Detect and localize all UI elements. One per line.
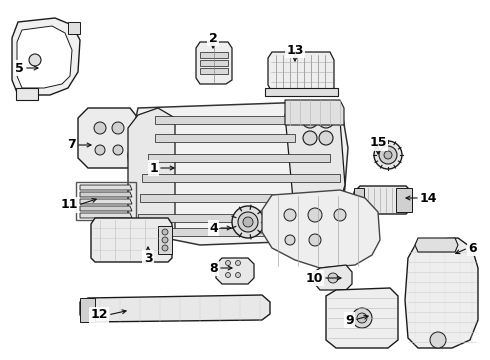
Polygon shape bbox=[80, 295, 270, 322]
Polygon shape bbox=[80, 199, 132, 204]
Circle shape bbox=[384, 151, 392, 159]
Text: 14: 14 bbox=[420, 192, 438, 204]
Polygon shape bbox=[285, 100, 344, 125]
Circle shape bbox=[302, 112, 318, 128]
Text: 1: 1 bbox=[149, 162, 158, 175]
Circle shape bbox=[162, 237, 168, 243]
Text: 6: 6 bbox=[468, 242, 477, 255]
Circle shape bbox=[232, 206, 264, 238]
Text: 9: 9 bbox=[345, 314, 354, 327]
Polygon shape bbox=[128, 102, 348, 245]
Polygon shape bbox=[200, 68, 228, 74]
Polygon shape bbox=[80, 206, 132, 211]
Circle shape bbox=[334, 209, 346, 221]
Circle shape bbox=[236, 261, 241, 266]
Circle shape bbox=[303, 131, 317, 145]
Polygon shape bbox=[140, 194, 342, 202]
Polygon shape bbox=[415, 238, 458, 252]
Text: 3: 3 bbox=[144, 252, 152, 265]
Text: 7: 7 bbox=[67, 139, 76, 152]
Text: 5: 5 bbox=[15, 62, 24, 75]
Polygon shape bbox=[16, 88, 38, 100]
Circle shape bbox=[238, 212, 258, 232]
Polygon shape bbox=[196, 42, 232, 84]
Polygon shape bbox=[200, 52, 228, 58]
Polygon shape bbox=[140, 228, 325, 236]
Circle shape bbox=[308, 208, 322, 222]
Polygon shape bbox=[148, 154, 330, 162]
Circle shape bbox=[113, 145, 123, 155]
Circle shape bbox=[94, 122, 106, 134]
Circle shape bbox=[112, 122, 124, 134]
Polygon shape bbox=[78, 108, 138, 168]
Polygon shape bbox=[200, 60, 228, 66]
Polygon shape bbox=[285, 104, 345, 220]
Polygon shape bbox=[405, 238, 478, 348]
Polygon shape bbox=[155, 134, 295, 142]
Polygon shape bbox=[158, 226, 172, 254]
Text: 13: 13 bbox=[286, 44, 304, 57]
Polygon shape bbox=[80, 298, 95, 322]
Text: 10: 10 bbox=[305, 271, 323, 284]
Circle shape bbox=[309, 234, 321, 246]
Text: 2: 2 bbox=[209, 31, 218, 45]
Circle shape bbox=[284, 209, 296, 221]
Circle shape bbox=[285, 235, 295, 245]
Circle shape bbox=[225, 273, 230, 278]
Text: 11: 11 bbox=[60, 198, 78, 211]
Text: 8: 8 bbox=[209, 261, 218, 274]
Polygon shape bbox=[128, 108, 175, 242]
Polygon shape bbox=[138, 214, 342, 222]
Polygon shape bbox=[17, 26, 72, 88]
Circle shape bbox=[236, 273, 241, 278]
Polygon shape bbox=[80, 185, 132, 190]
Polygon shape bbox=[262, 190, 380, 268]
Polygon shape bbox=[80, 213, 132, 218]
Polygon shape bbox=[265, 88, 338, 96]
Polygon shape bbox=[314, 265, 352, 290]
Circle shape bbox=[162, 229, 168, 235]
Circle shape bbox=[29, 54, 41, 66]
Circle shape bbox=[357, 313, 367, 323]
Circle shape bbox=[430, 332, 446, 348]
Polygon shape bbox=[354, 188, 364, 212]
Polygon shape bbox=[91, 218, 172, 262]
Polygon shape bbox=[155, 116, 295, 124]
Circle shape bbox=[318, 112, 334, 128]
Polygon shape bbox=[326, 288, 398, 348]
Polygon shape bbox=[396, 188, 412, 212]
Circle shape bbox=[243, 217, 253, 227]
Polygon shape bbox=[354, 186, 412, 214]
Text: 12: 12 bbox=[91, 309, 108, 321]
Circle shape bbox=[352, 308, 372, 328]
Polygon shape bbox=[12, 18, 80, 95]
Circle shape bbox=[162, 245, 168, 251]
Polygon shape bbox=[130, 120, 152, 148]
Text: 4: 4 bbox=[209, 221, 218, 234]
Polygon shape bbox=[68, 22, 80, 34]
Circle shape bbox=[379, 146, 397, 164]
Circle shape bbox=[374, 141, 402, 169]
Polygon shape bbox=[80, 192, 132, 197]
Polygon shape bbox=[142, 174, 340, 182]
Polygon shape bbox=[268, 52, 334, 92]
Circle shape bbox=[225, 261, 230, 266]
Circle shape bbox=[328, 273, 338, 283]
Polygon shape bbox=[216, 258, 254, 284]
Circle shape bbox=[95, 145, 105, 155]
Text: 15: 15 bbox=[369, 136, 387, 149]
Circle shape bbox=[319, 131, 333, 145]
